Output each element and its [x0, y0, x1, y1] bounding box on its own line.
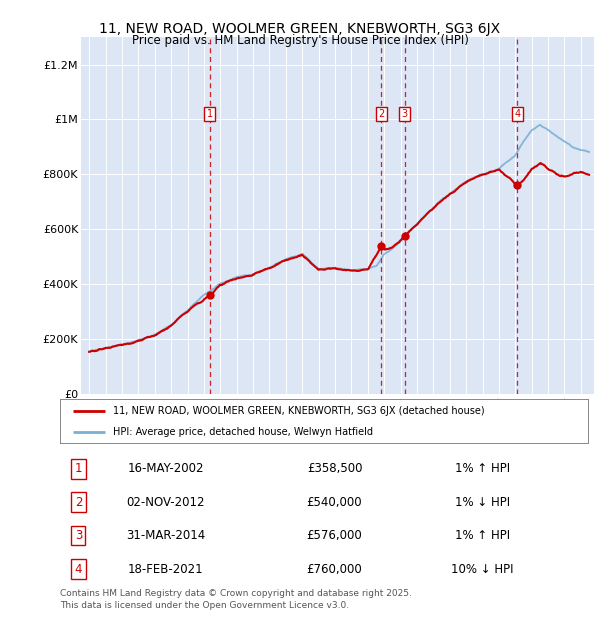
Text: 18-FEB-2021: 18-FEB-2021 — [128, 563, 203, 575]
Text: £540,000: £540,000 — [307, 496, 362, 508]
Text: £760,000: £760,000 — [307, 563, 362, 575]
Text: £576,000: £576,000 — [307, 529, 362, 542]
Text: 4: 4 — [75, 563, 82, 575]
Text: £358,500: £358,500 — [307, 463, 362, 475]
Text: 11, NEW ROAD, WOOLMER GREEN, KNEBWORTH, SG3 6JX (detached house): 11, NEW ROAD, WOOLMER GREEN, KNEBWORTH, … — [113, 405, 484, 416]
Text: 31-MAR-2014: 31-MAR-2014 — [126, 529, 205, 542]
Text: 1: 1 — [75, 463, 82, 475]
Text: 10% ↓ HPI: 10% ↓ HPI — [451, 563, 514, 575]
Text: 4: 4 — [514, 109, 520, 119]
Text: 2: 2 — [378, 109, 385, 119]
Text: 1% ↑ HPI: 1% ↑ HPI — [455, 529, 510, 542]
Text: 3: 3 — [75, 529, 82, 542]
Text: 1% ↓ HPI: 1% ↓ HPI — [455, 496, 510, 508]
Text: Contains HM Land Registry data © Crown copyright and database right 2025.
This d: Contains HM Land Registry data © Crown c… — [60, 589, 412, 611]
Text: 3: 3 — [401, 109, 407, 119]
Text: 1% ↑ HPI: 1% ↑ HPI — [455, 463, 510, 475]
Text: 1: 1 — [207, 109, 213, 119]
Text: 16-MAY-2002: 16-MAY-2002 — [127, 463, 204, 475]
Text: 11, NEW ROAD, WOOLMER GREEN, KNEBWORTH, SG3 6JX: 11, NEW ROAD, WOOLMER GREEN, KNEBWORTH, … — [100, 22, 500, 36]
Text: 2: 2 — [75, 496, 82, 508]
Text: Price paid vs. HM Land Registry's House Price Index (HPI): Price paid vs. HM Land Registry's House … — [131, 34, 469, 47]
Text: 02-NOV-2012: 02-NOV-2012 — [127, 496, 205, 508]
Text: HPI: Average price, detached house, Welwyn Hatfield: HPI: Average price, detached house, Welw… — [113, 427, 373, 437]
